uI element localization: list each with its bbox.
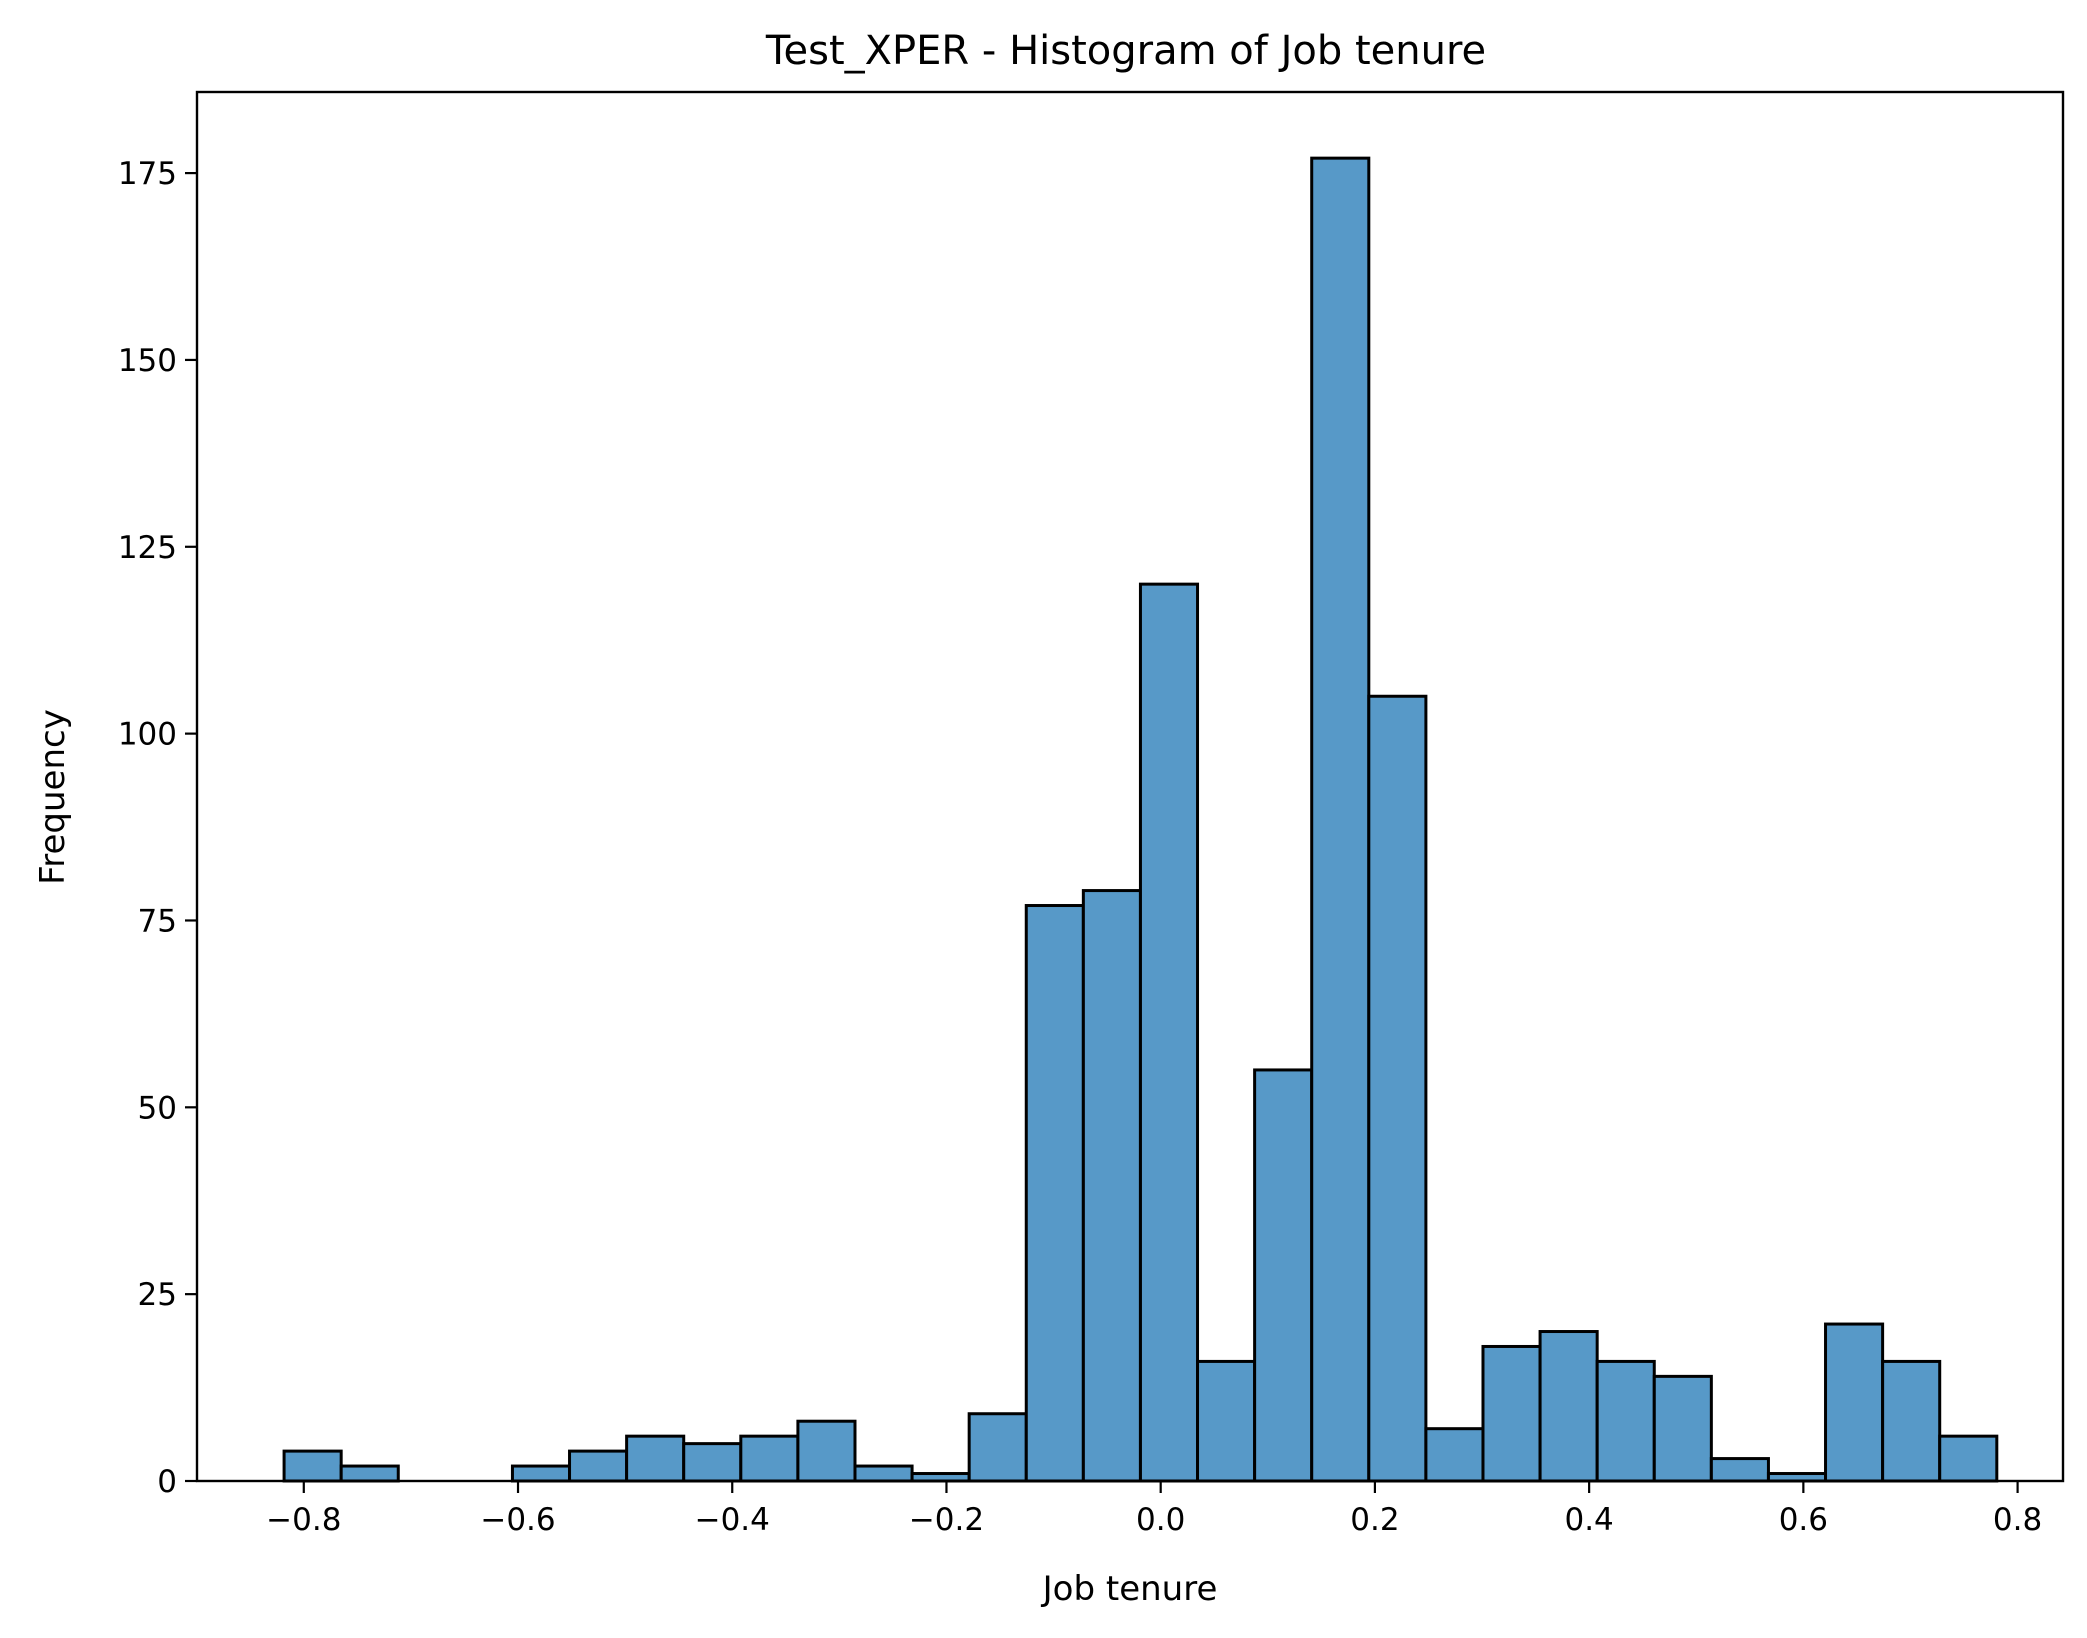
histogram-bar (1538, 1330, 1599, 1483)
x-tick-label: 0.4 (1564, 1502, 1613, 1538)
histogram-bar (568, 1449, 629, 1483)
plot-frame (195, 90, 2065, 1483)
y-axis: 0 25 50 75 100 125 150 175 (118, 156, 197, 1500)
histogram-bar (1024, 904, 1085, 1483)
histogram-bar (1652, 1374, 1713, 1483)
y-tick-label: 175 (118, 156, 177, 192)
y-tick-label: 0 (157, 1464, 177, 1500)
y-tick-label: 75 (138, 903, 177, 939)
x-tick-label: −0.8 (266, 1502, 341, 1538)
x-tick-label: 0.2 (1350, 1502, 1399, 1538)
bars-group (282, 156, 1999, 1483)
histogram-bar (682, 1442, 743, 1483)
y-tick-label: 50 (138, 1090, 177, 1126)
histogram-bar (510, 1464, 572, 1483)
histogram-bar (1138, 582, 1200, 1483)
x-tick-label: −0.6 (480, 1502, 555, 1538)
y-tick-label: 150 (118, 343, 177, 379)
x-tick-label: −0.2 (909, 1502, 984, 1538)
histogram-bar (282, 1449, 343, 1483)
histogram-bar (1253, 1068, 1314, 1483)
histogram-bar (1196, 1359, 1257, 1483)
histogram-bar (625, 1434, 686, 1483)
x-tick-label: 0.8 (1993, 1502, 2042, 1538)
histogram-bar (1824, 1322, 1885, 1483)
histogram-bar (1481, 1344, 1542, 1483)
histogram-bar (853, 1464, 914, 1483)
x-axis: −0.8 −0.6 −0.4 −0.2 0.0 0.2 0.4 0.6 0.8 (266, 1481, 2042, 1538)
histogram-bar (339, 1464, 400, 1483)
histogram-bar (739, 1434, 800, 1483)
x-axis-label: Job tenure (1041, 1569, 1218, 1609)
chart-title: Test_XPER - Histogram of Job tenure (765, 28, 1486, 74)
x-tick-label: −0.4 (695, 1502, 770, 1538)
y-tick-label: 25 (138, 1277, 177, 1313)
histogram-bar (967, 1412, 1028, 1483)
x-tick-label: 0.6 (1779, 1502, 1828, 1538)
histogram-bar (1938, 1434, 1999, 1483)
x-tick-label: 0.0 (1136, 1502, 1185, 1538)
histogram-bar (1709, 1457, 1770, 1483)
histogram-bar (1881, 1359, 1942, 1483)
histogram-bar (796, 1419, 857, 1483)
y-axis-label: Frequency (33, 709, 73, 885)
histogram-bar (1310, 156, 1371, 1483)
histogram-bar (1595, 1359, 1656, 1483)
y-tick-label: 125 (118, 530, 177, 566)
y-tick-label: 100 (118, 717, 177, 753)
histogram-bar (1424, 1427, 1485, 1483)
histogram-bar (1367, 694, 1428, 1483)
histogram-bar (1081, 889, 1142, 1483)
